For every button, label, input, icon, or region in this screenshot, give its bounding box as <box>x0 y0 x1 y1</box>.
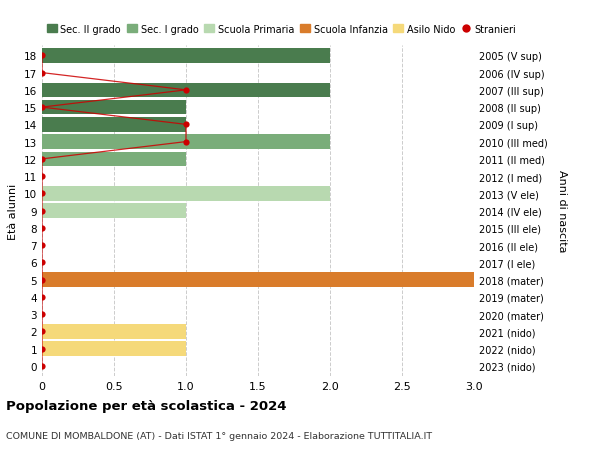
Text: COMUNE DI MOMBALDONE (AT) - Dati ISTAT 1° gennaio 2024 - Elaborazione TUTTITALIA: COMUNE DI MOMBALDONE (AT) - Dati ISTAT 1… <box>6 431 432 441</box>
Y-axis label: Età alunni: Età alunni <box>8 183 19 239</box>
Bar <box>42 341 186 356</box>
Bar <box>42 101 186 115</box>
Y-axis label: Anni di nascita: Anni di nascita <box>557 170 567 252</box>
Bar <box>42 152 186 167</box>
Bar <box>42 84 330 98</box>
Text: Popolazione per età scolastica - 2024: Popolazione per età scolastica - 2024 <box>6 399 287 412</box>
Legend: Sec. II grado, Sec. I grado, Scuola Primaria, Scuola Infanzia, Asilo Nido, Stran: Sec. II grado, Sec. I grado, Scuola Prim… <box>47 24 517 34</box>
Bar <box>42 118 186 132</box>
Bar <box>42 204 186 218</box>
Bar <box>42 325 186 339</box>
Bar <box>42 187 330 201</box>
Bar <box>42 273 474 287</box>
Bar <box>42 49 330 63</box>
Bar <box>42 135 330 150</box>
